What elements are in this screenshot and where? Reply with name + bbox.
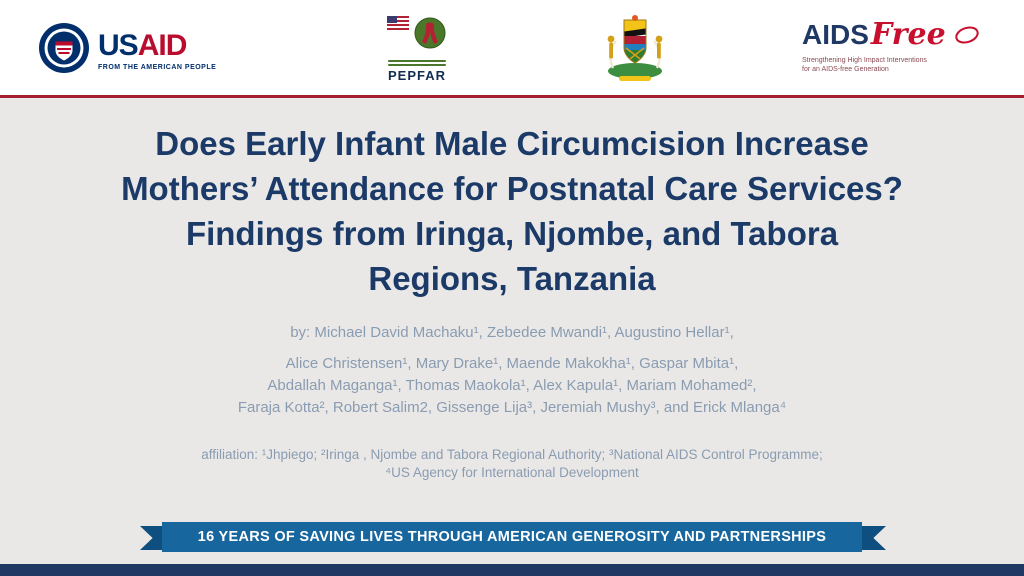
slide-content: Does Early Infant Male Circumcision Incr…: [0, 98, 1024, 564]
author-line-2: Alice Christensen¹, Mary Drake¹, Maende …: [285, 355, 739, 372]
usaid-logo: USAID FROM THE AMERICAN PEOPLE: [38, 22, 216, 79]
pepfar-ribbon-icon: [414, 17, 446, 49]
affiliation-text: affiliation: ¹Jhpiego; ²Iringa , Njombe …: [0, 446, 1024, 482]
author-line-4: Faraja Kotta², Robert Salim2, Gissenge L…: [237, 399, 787, 416]
logo-band: USAID FROM THE AMERICAN PEOPLE: [0, 0, 1024, 95]
slide-title: Does Early Infant Male Circumcision Incr…: [30, 121, 994, 301]
aidsfree-swoosh-icon: [954, 22, 980, 52]
pepfar-wordmark: PEPFAR: [387, 68, 446, 83]
usaid-wordmark: USAID FROM THE AMERICAN PEOPLE: [98, 28, 217, 71]
usaid-word-aid: AID: [137, 28, 188, 62]
aidsfree-tagline-line1: Strengthening High Impact Interventions: [802, 57, 927, 64]
author-line-1: by: Michael David Machaku¹, Zebedee Mwan…: [290, 324, 734, 341]
affiliation-line-2: ⁴US Agency for International Development: [385, 465, 639, 480]
pepfar-caption-lines: [388, 60, 446, 66]
tanzania-coat-of-arms-icon: [600, 12, 670, 84]
divider-red-line: [0, 95, 1024, 98]
aidsfree-logo: AIDSFree Strengthening High Impact Inter…: [802, 17, 979, 75]
pepfar-emblem: [372, 16, 462, 58]
pepfar-logo: PEPFAR: [372, 16, 462, 83]
title-line-2: Mothers’ Attendance for Postnatal Care S…: [121, 170, 903, 207]
aidsfree-wordmark: AIDSFree: [802, 17, 979, 52]
title-line-3: Findings from Iringa, Njombe, and Tabora: [185, 215, 839, 252]
aidsfree-word-free: Free: [870, 17, 946, 52]
usaid-seal-icon: [38, 22, 90, 79]
banner-ribbon: 16 YEARS OF SAVING LIVES THROUGH AMERICA…: [0, 522, 1024, 552]
title-line-1: Does Early Infant Male Circumcision Incr…: [155, 125, 869, 162]
us-flag-icon: [387, 16, 409, 30]
usaid-word: USAID: [98, 28, 188, 62]
banner-text: 16 YEARS OF SAVING LIVES THROUGH AMERICA…: [162, 522, 862, 552]
footer-strip: [0, 564, 1024, 576]
usaid-tagline: FROM THE AMERICAN PEOPLE: [98, 63, 217, 71]
author-list: by: Michael David Machaku¹, Zebedee Mwan…: [0, 322, 1024, 419]
usaid-word-us: US: [98, 28, 139, 62]
title-line-4: Regions, Tanzania: [368, 260, 656, 297]
aidsfree-word-aids: AIDS: [802, 19, 869, 50]
affiliation-line-1: affiliation: ¹Jhpiego; ²Iringa , Njombe …: [201, 447, 823, 462]
aidsfree-tagline: Strengthening High Impact Interventions …: [802, 56, 972, 75]
aidsfree-tagline-line2: for an AIDS-free Generation: [802, 66, 889, 74]
author-line-3: Abdallah Maganga¹, Thomas Maokola¹, Alex…: [267, 377, 757, 394]
